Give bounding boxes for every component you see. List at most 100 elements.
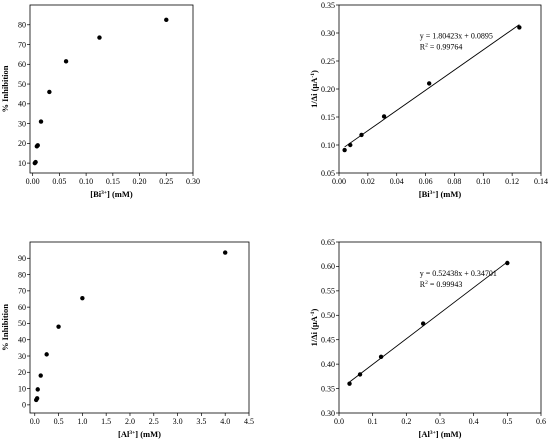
data-point [420, 321, 426, 326]
x-axis-title: [Bi3+] (mM) [90, 189, 133, 199]
r-squared-value: = 0.99764 [428, 43, 463, 52]
x-tick-label: 0.5 [54, 417, 64, 426]
y-axis-title: % Inhibition [0, 304, 10, 351]
x-tick-label: 0.5 [502, 417, 512, 426]
y-tick-label: 30 [18, 352, 26, 361]
y-tick-label: 0.10 [321, 141, 335, 150]
x-tick-label: 0.4 [469, 417, 479, 426]
fit-equation: y = 0.52438x + 0.34701 [420, 269, 497, 278]
x-axis-title-part: [Bi [419, 189, 431, 199]
y-tick-label: 40 [18, 100, 26, 109]
x-axis-title-part: 3+ [430, 430, 436, 436]
data-point [33, 159, 38, 165]
y-tick-label: 70 [18, 40, 26, 49]
data-point [56, 324, 61, 329]
y-tick-label: 0.15 [321, 113, 335, 122]
r-squared-symbol: R [420, 280, 426, 289]
y-tick-label: 0.35 [321, 384, 335, 393]
x-tick-label: 3.5 [196, 417, 206, 426]
chart-4: 0.0 0.1 0.2 0.3 0.4 0.5 0.6 0.30 0.35 0.40 0.45 0.5… [309, 238, 546, 439]
data-point [97, 35, 102, 40]
plot-frame [29, 241, 250, 414]
y-tick-label: 60 [18, 303, 26, 312]
y-axis-title-part: ) [309, 309, 319, 312]
y-axis-title-part: 1/Δi (μA [309, 77, 319, 108]
y-axis-title-part: -1 [310, 311, 316, 316]
x-tick-label: 0.1 [368, 417, 378, 426]
data-point [348, 142, 353, 148]
y-tick-label: 10 [18, 159, 26, 168]
data-point [38, 373, 43, 378]
data-point [359, 132, 364, 138]
x-axis-title-part: ] (mM) [107, 189, 133, 199]
y-tick-label: 50 [18, 319, 26, 328]
x-tick-label: 0.14 [534, 177, 548, 186]
x-tick-label: 0.10 [476, 177, 490, 186]
x-tick-label: 1.0 [77, 417, 87, 426]
chart-3: 0.0 0.5 1.0 1.5 2.0 2.5 3.0 3.5 4.0 4.5 0 10 20 30 40 5… [0, 241, 254, 439]
x-tick-label: 0.00 [332, 177, 346, 186]
data-point [505, 260, 510, 266]
y-tick-label: 0.30 [321, 29, 335, 38]
x-tick-label: 0.3 [435, 417, 445, 426]
data-point [342, 147, 347, 153]
x-tick-label: 0.05 [52, 177, 66, 186]
y-tick-label: 0.05 [321, 169, 335, 178]
x-axis-title-part: 3+ [430, 190, 436, 196]
x-axis-title-part: [Bi [90, 189, 102, 199]
y-tick-label: 0.30 [321, 409, 335, 418]
x-tick-label: 0.6 [536, 417, 546, 426]
x-tick-label: 0.25 [159, 177, 173, 186]
r-squared-exponent: 2 [425, 280, 428, 286]
data-point [378, 354, 384, 360]
y-tick-label: 0.20 [321, 85, 335, 94]
x-tick-label: 0.04 [390, 177, 404, 186]
data-point [517, 25, 522, 30]
x-tick-label: 0.12 [505, 177, 519, 186]
y-tick-label: 0.60 [321, 262, 335, 271]
x-tick-label: 0.0 [30, 417, 40, 426]
y-tick-label: 0.45 [321, 336, 335, 345]
fit-equation: y = 1.80423x + 0.0895 [420, 32, 493, 41]
y-tick-label: 50 [18, 80, 26, 89]
y-tick-label: 80 [18, 21, 26, 30]
y-tick-label: 0.50 [321, 311, 335, 320]
x-tick-label: 0.06 [419, 177, 433, 186]
data-point [222, 250, 228, 255]
data-point [80, 295, 85, 301]
r-squared-exponent: 2 [425, 43, 428, 49]
x-axis-title-part: 3+ [129, 430, 135, 436]
y-axis-title-part: ) [309, 70, 319, 73]
y-tick-label: 60 [18, 60, 26, 69]
x-tick-label: 1.5 [101, 417, 111, 426]
y-axis-title-part: 1/Δi (μA [309, 315, 319, 346]
y-axis-title: % Inhibition [0, 65, 10, 112]
data-point [347, 381, 352, 386]
x-axis-title-part: [Al [419, 429, 431, 439]
data-point [34, 396, 40, 401]
x-tick-label: 0.00 [26, 177, 40, 186]
x-tick-label: 0.10 [79, 177, 93, 186]
x-axis-title-part: ] (mM) [436, 429, 462, 439]
r-squared: R2 = 0.99764 [420, 43, 463, 52]
y-tick-label: 20 [18, 139, 26, 148]
y-axis-title: 1/Δi (μA-1) [309, 70, 319, 108]
data-point [44, 352, 49, 357]
x-tick-label: 0.08 [447, 177, 461, 186]
x-axis-title-part: ] (mM) [135, 429, 161, 439]
y-tick-label: 20 [18, 368, 26, 377]
x-tick-label: 0.20 [133, 177, 147, 186]
data-point [381, 114, 387, 119]
data-point [38, 119, 44, 124]
x-tick-label: 2.0 [125, 417, 135, 426]
data-point [35, 143, 40, 148]
r-squared-symbol: R [420, 43, 426, 52]
data-point [357, 372, 363, 377]
x-axis-title-part: [Al [118, 429, 130, 439]
x-axis-title-part: 3+ [101, 190, 107, 196]
y-tick-label: 10 [18, 384, 26, 393]
x-tick-label: 0.0 [334, 417, 344, 426]
x-axis-title: [Bi3+] (mM) [419, 189, 462, 199]
data-point [426, 81, 432, 86]
